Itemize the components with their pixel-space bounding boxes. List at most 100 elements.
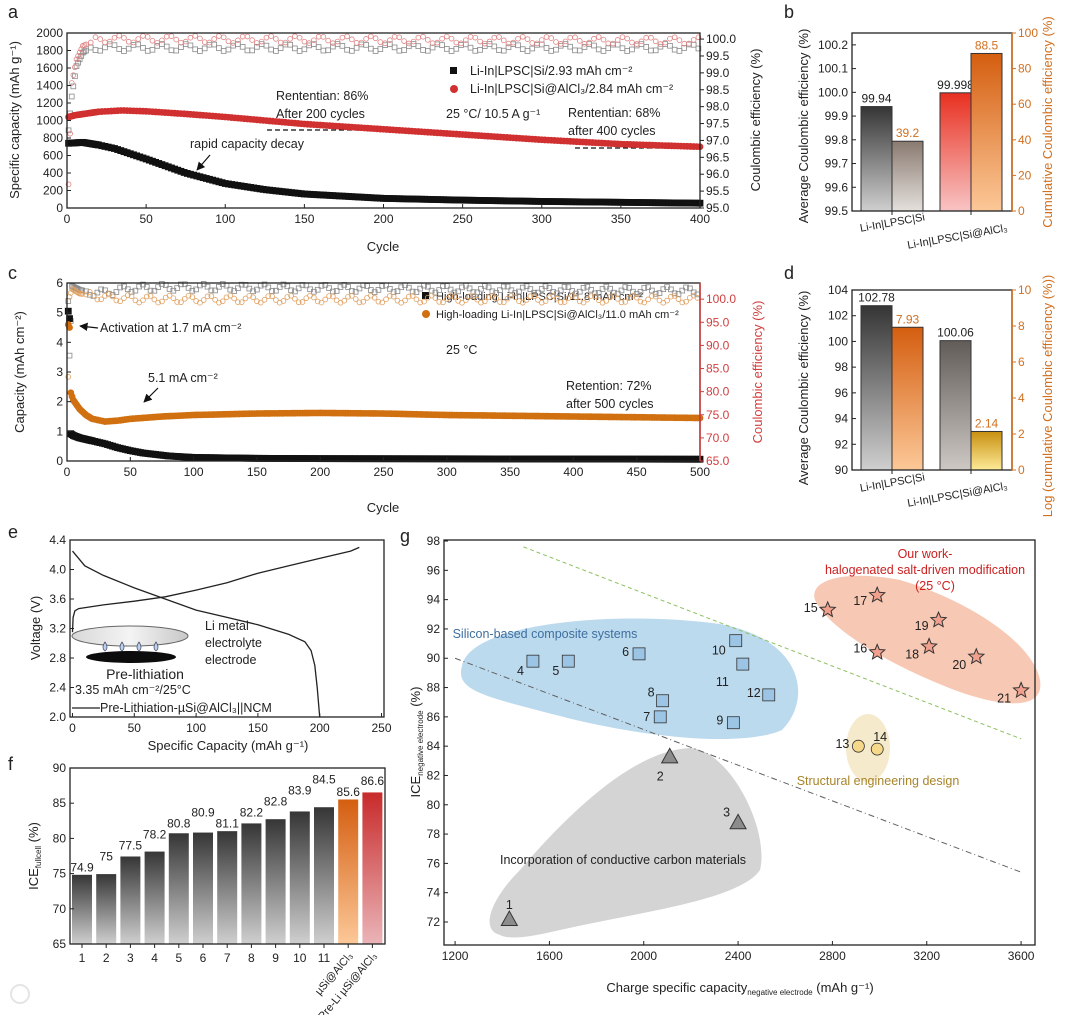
structural-group-label: Structural engineering design [797,774,960,788]
x-tick-label: 400 [690,212,710,226]
ce-point [633,41,640,47]
x-tick-label: 50 [139,212,153,226]
legend-entry: Li-In|LPSC|Si/2.93 mAh cm⁻² [470,64,632,78]
ce-point [633,294,640,301]
y-tick-label: 2.8 [49,651,66,665]
panel-c-y-axis-label: Capacity (mAh cm⁻²) [12,311,27,433]
panel-g-regions [460,575,1041,938]
panel-b-y-axis-label: Average Coulombic efficiency (%) [796,29,811,224]
ce-point [690,37,697,43]
ce-point [622,284,629,290]
ce-point [296,34,303,41]
structural-region [846,714,890,782]
x-tick-label: 3 [127,951,134,965]
ce-point [189,294,196,300]
data-point-ours [929,610,948,628]
x-tick-label: 350 [611,212,631,226]
panel-b-category-label: Li-In|LPSC|Si@AlCl₃ [906,222,1008,251]
ce-point [462,297,469,303]
ce-point [130,39,137,46]
ylabel-main: ICE [408,775,423,797]
ce-point [694,295,701,301]
ce-point [439,35,445,42]
data-point-silicon [736,657,750,671]
ce-point [523,297,530,303]
ce-point [124,292,131,298]
ce-point [200,297,207,303]
ce-point [227,286,234,293]
ce-point [306,40,312,46]
ce-point [683,298,689,305]
ce-point [527,293,534,300]
y-tick-label: 99.5 [825,204,849,218]
ce-point [565,295,572,302]
ce-point [538,299,545,306]
ce-point [695,45,702,52]
ce-point [111,42,118,48]
ce-point [345,294,351,300]
panel-c-x-axis-label: Cycle [367,500,400,515]
y2-tick-label: 80 [1018,62,1032,76]
ce-point [284,283,291,290]
panel-e-x-axis-label: Specific Capacity (mAh g⁻¹) [148,738,309,753]
y2-tick-label: 0 [1018,463,1025,477]
ce-point [254,298,260,305]
y-tick-label: 88 [427,681,441,695]
ce-point [174,299,180,305]
ce-point [489,288,496,295]
ce-point [425,37,431,43]
y-tick-label: 2.4 [49,681,66,695]
ce-point [500,37,507,44]
ce-point [375,298,382,305]
ce-point [447,286,454,293]
ce-point [580,299,587,306]
ce-point [121,295,127,301]
ce-point [626,284,632,291]
x-tick-label: 100 [215,212,235,226]
ylabel-unit: (%) [408,687,423,711]
data-point-ours [920,637,938,655]
ce-point [527,286,534,292]
panel-e-y-axis-label: Voltage (V) [28,596,43,660]
ce-point [624,35,631,42]
ce-point [219,298,226,305]
ce-point [216,33,222,39]
ce-point [295,299,302,306]
ce-point [538,37,545,43]
ce-point [409,293,416,299]
y-tick-label: 102 [828,309,848,323]
y2-tick-label: 80.0 [706,385,730,399]
our-work-region [814,575,1041,704]
data-point-ours [868,643,887,660]
ce-point [481,298,488,305]
ce-point [603,298,610,304]
ce-point [225,38,232,45]
ce-point [567,34,574,41]
x-tick-label: 11 [318,951,331,965]
bar-value-label: 7.93 [896,312,920,326]
ce-point [326,293,332,299]
ce-point [491,34,498,41]
ce-point [268,33,274,39]
ce-point [368,45,374,52]
ce-point [239,44,246,50]
panel-d-y-axis-label: Average Coulombic efficiency (%) [796,291,811,486]
y2-tick-label: 6 [1018,355,1025,369]
ce-point [637,298,644,305]
y2-tick-label: 99.0 [706,66,730,80]
data-point-label: 18 [905,648,919,662]
y-tick-label: 100.2 [818,38,848,52]
ce-point [102,287,108,294]
x-tick-label: 3600 [1008,949,1035,963]
data-point-silicon [632,647,646,661]
ce-point [273,48,279,54]
ce-point [106,38,113,45]
y2-tick-label: 20 [1018,168,1032,182]
ce-point [238,299,245,305]
legend-entry: Li-In|LPSC|Si@AlCl₃/2.84 mAh cm⁻² [470,82,673,96]
ce-point [504,283,511,290]
ce-point [643,34,649,41]
data-point-silicon [526,654,540,668]
ce-point [159,37,165,44]
